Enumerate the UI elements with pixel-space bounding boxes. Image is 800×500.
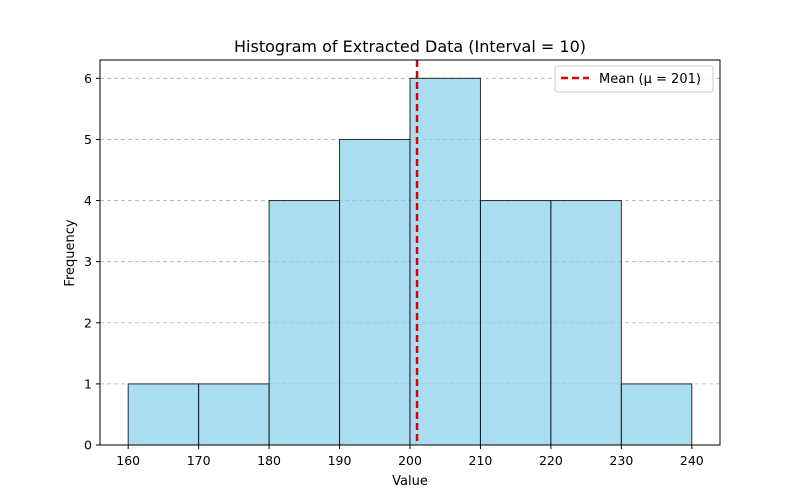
x-tick-label: 230 [609,453,633,468]
histogram-bar [128,384,198,445]
x-axis-label: Value [392,474,428,489]
x-tick-label: 190 [328,453,352,468]
y-tick-label: 2 [84,315,92,330]
histogram-bar [340,139,410,445]
histogram-bar [621,384,691,445]
y-tick-label: 1 [84,376,92,391]
histogram-bar [551,201,621,445]
x-tick-label: 160 [116,453,140,468]
x-tick-label: 200 [398,453,422,468]
legend-mean-label: Mean (μ = 201) [599,72,701,87]
y-tick-label: 4 [84,193,92,208]
legend: Mean (μ = 201) [555,66,713,92]
x-tick-label: 170 [187,453,211,468]
histogram-bar [410,78,480,445]
y-axis-label: Frequency [63,219,78,286]
y-tick-label: 6 [84,71,92,86]
histogram-bar [269,201,339,445]
y-tick-label: 5 [84,132,92,147]
chart-title: Histogram of Extracted Data (Interval = … [234,37,586,56]
y-tick-label: 3 [84,254,92,269]
x-tick-label: 210 [469,453,493,468]
y-tick-label: 0 [84,438,92,453]
x-tick-label: 220 [539,453,563,468]
x-tick-label: 180 [257,453,281,468]
histogram-bar [199,384,269,445]
histogram-bar [480,201,550,445]
x-tick-label: 240 [680,453,704,468]
